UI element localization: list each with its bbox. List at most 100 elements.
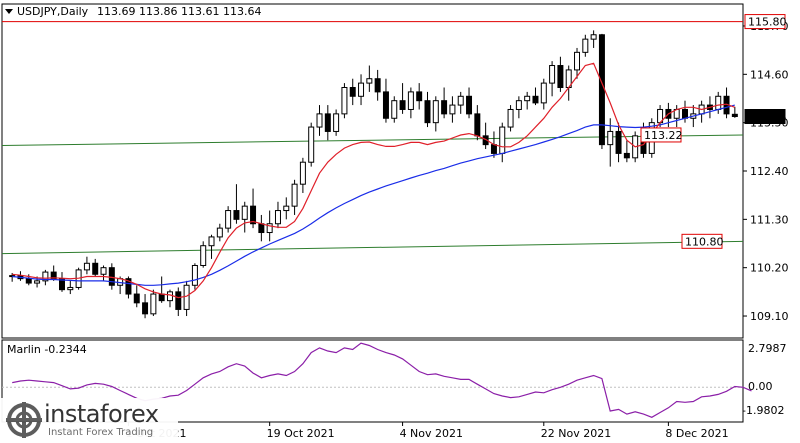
candle-body (308, 126, 315, 163)
osc-tick-zero: 0.00 (748, 380, 773, 393)
candle-body (449, 104, 456, 115)
candle-body (474, 113, 481, 137)
osc-tick-top: 2.7987 (748, 342, 787, 355)
candle-body (590, 34, 597, 40)
candle-body (25, 278, 32, 284)
candle-body (291, 183, 298, 207)
collapse-arrow-icon[interactable] (5, 9, 13, 14)
time-tick-label: 22 Nov 2021 (541, 427, 611, 440)
moving-averages-layer (12, 62, 736, 299)
candle-body (557, 65, 564, 88)
watermark-name: instaforex (44, 400, 159, 428)
candle-body (540, 82, 547, 104)
candle-body (490, 144, 497, 154)
candle-body (83, 262, 90, 271)
candle-body (34, 280, 41, 284)
candle-body (615, 130, 622, 154)
candle-body (582, 38, 589, 53)
candle-body (524, 95, 531, 102)
price-tick-label: 110.20 (750, 262, 789, 275)
ohlc-readout: 113.69 113.86 113.61 113.64 (97, 5, 261, 18)
candle-body (50, 271, 57, 280)
slow-moving-average-line (12, 104, 735, 286)
candle-body (682, 108, 688, 119)
candle-body (607, 130, 614, 146)
oscillator-layer (2, 342, 752, 418)
watermark-logo: instaforex Instant Forex Trading (0, 398, 178, 443)
candle-body (441, 100, 448, 115)
candle-body (150, 293, 157, 315)
candle-body (299, 161, 306, 185)
candle-body (9, 275, 16, 278)
price-label-text: 110.80 (685, 235, 724, 248)
lower-channel-line (1, 240, 744, 255)
candle-body (623, 152, 630, 159)
time-tick-label: 4 Nov 2021 (400, 427, 463, 440)
candle-body (391, 100, 398, 119)
candle-body (515, 100, 522, 110)
candle-body (574, 51, 581, 71)
candle-body (407, 91, 414, 110)
candle-body (175, 291, 182, 310)
candle-body (100, 267, 107, 275)
candle-body (416, 91, 423, 102)
candle-body (349, 87, 356, 97)
candle-body (715, 95, 722, 110)
price-labels-layer: 115.80 113.64 113.22 110.80 (640, 14, 787, 249)
candle-body (482, 135, 489, 146)
candle-body (399, 100, 406, 110)
candle-body (341, 87, 348, 115)
price-tick-label: 111.30 (750, 213, 789, 226)
candle-body (324, 113, 331, 132)
price-label-box (744, 109, 786, 125)
candles-layer (9, 30, 738, 319)
candle-body (266, 223, 273, 234)
candle-body (316, 113, 323, 128)
price-label-box (744, 14, 786, 30)
oscillator-plot-frame (1, 339, 744, 423)
candle-body (598, 34, 605, 146)
oscillator-line (12, 342, 752, 418)
time-tick-label: 8 Dec 2021 (665, 427, 728, 440)
osc-tick-bottom: -1.9802 (742, 404, 784, 417)
candle-body (233, 210, 240, 220)
candle-body (549, 65, 556, 84)
indicator-title: Marlin -0.2344 (7, 343, 87, 356)
candle-body (274, 210, 281, 225)
candle-body (250, 205, 257, 225)
candle-body (457, 95, 464, 106)
candle-body (225, 210, 232, 229)
price-label-box (681, 233, 723, 249)
candle-body (191, 264, 198, 286)
candle-body (366, 78, 373, 84)
candle-body (216, 227, 223, 238)
price-label-text: 115.80 (748, 16, 787, 29)
candle-body (67, 286, 74, 291)
candle-body (358, 82, 365, 97)
time-tick-label: 19 Oct 2021 (267, 427, 335, 440)
candle-body (133, 293, 140, 304)
candle-body (333, 113, 340, 132)
candle-body (200, 245, 207, 266)
candle-body (125, 278, 132, 295)
candle-body (466, 95, 473, 115)
candle-body (424, 100, 431, 124)
candle-body (183, 284, 190, 310)
candle-body (532, 95, 539, 104)
candle-body (92, 262, 99, 275)
candle-body (241, 205, 248, 220)
candle-body (142, 302, 149, 315)
candle-body (507, 108, 514, 128)
candle-body (158, 293, 165, 302)
candle-body (432, 100, 439, 124)
candle-body (499, 126, 506, 154)
candle-body (283, 205, 290, 212)
price-label-text: 113.64 (748, 111, 787, 124)
price-tick-label: 112.40 (750, 165, 789, 178)
candle-body (382, 91, 389, 119)
symbol-label: USDJPY,Daily (17, 5, 89, 18)
candle-body (42, 271, 49, 282)
watermark-tagline: Instant Forex Trading (48, 427, 154, 438)
